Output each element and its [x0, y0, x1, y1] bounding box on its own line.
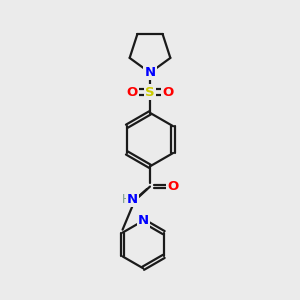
Text: O: O — [162, 85, 173, 98]
Text: N: N — [138, 214, 149, 227]
Text: H: H — [122, 194, 130, 206]
Text: S: S — [145, 85, 155, 98]
Text: O: O — [127, 85, 138, 98]
Text: N: N — [127, 194, 138, 206]
Text: N: N — [144, 66, 156, 79]
Text: O: O — [167, 180, 178, 193]
